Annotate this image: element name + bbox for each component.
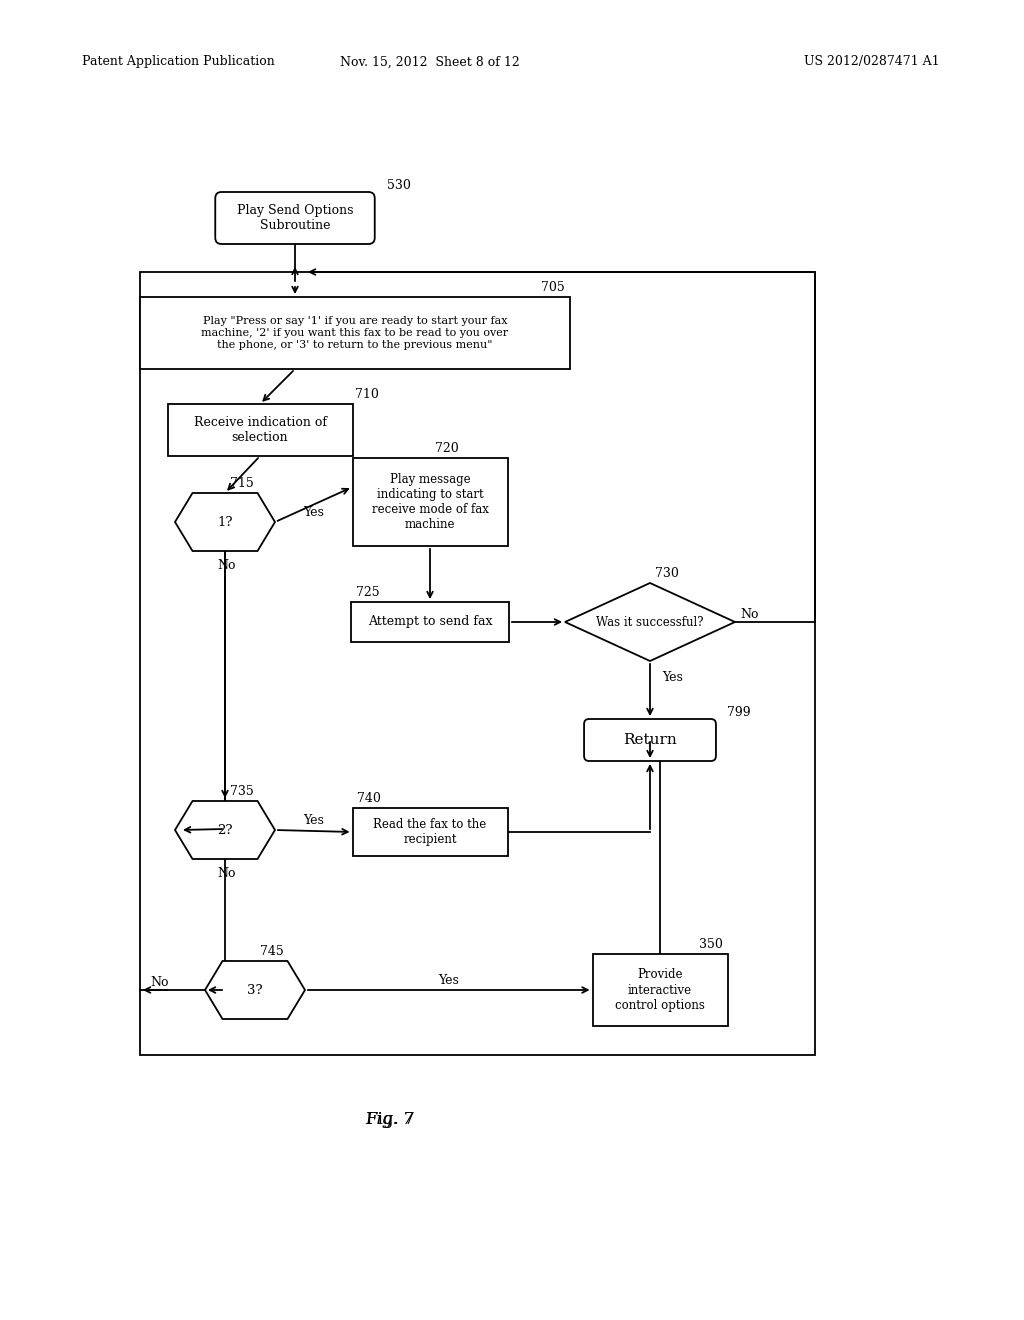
Bar: [168, 404, 352, 455]
Text: 735: 735: [230, 785, 254, 799]
Bar: [593, 954, 727, 1026]
Text: Was it successful?: Was it successful?: [596, 615, 703, 628]
Polygon shape: [565, 583, 735, 661]
Text: 350: 350: [698, 939, 723, 950]
Text: Receive indication of
selection: Receive indication of selection: [194, 416, 327, 444]
Text: 710: 710: [355, 388, 379, 401]
Bar: [140, 272, 815, 1055]
Text: 730: 730: [655, 568, 679, 579]
Text: No: No: [740, 607, 759, 620]
Text: Yes: Yes: [438, 974, 459, 986]
Text: 2?: 2?: [217, 824, 232, 837]
Bar: [352, 808, 508, 855]
Text: Play Send Options
Subroutine: Play Send Options Subroutine: [237, 205, 353, 232]
Text: 720: 720: [435, 442, 459, 455]
Text: 715: 715: [230, 477, 254, 490]
Text: 530: 530: [387, 180, 412, 191]
Polygon shape: [175, 801, 275, 859]
Text: 725: 725: [356, 586, 380, 599]
Text: Read the fax to the
recipient: Read the fax to the recipient: [374, 818, 486, 846]
Bar: [140, 297, 570, 370]
Text: Nov. 15, 2012  Sheet 8 of 12: Nov. 15, 2012 Sheet 8 of 12: [340, 55, 520, 69]
Text: 705: 705: [542, 281, 565, 294]
Text: Play "Press or say '1' if you are ready to start your fax
machine, '2' if you wa: Play "Press or say '1' if you are ready …: [202, 317, 509, 350]
Bar: [351, 602, 509, 642]
Text: 745: 745: [260, 945, 284, 958]
Text: 740: 740: [357, 792, 381, 805]
Text: 1?: 1?: [217, 516, 232, 528]
Polygon shape: [175, 492, 275, 550]
Bar: [352, 458, 508, 546]
Text: US 2012/0287471 A1: US 2012/0287471 A1: [805, 55, 940, 69]
Polygon shape: [205, 961, 305, 1019]
Text: Play message
indicating to start
receive mode of fax
machine: Play message indicating to start receive…: [372, 473, 488, 531]
Text: Fig. 7: Fig. 7: [366, 1111, 415, 1129]
Text: Attempt to send fax: Attempt to send fax: [368, 615, 493, 628]
Text: No: No: [151, 975, 169, 989]
Text: Yes: Yes: [303, 813, 325, 826]
Text: Fig. 7: Fig. 7: [366, 1111, 415, 1129]
Text: 799: 799: [727, 706, 752, 719]
Text: 3?: 3?: [247, 983, 263, 997]
FancyBboxPatch shape: [215, 191, 375, 244]
Text: Provide
interactive
control options: Provide interactive control options: [615, 969, 705, 1011]
Text: Yes: Yes: [303, 506, 325, 519]
Text: Yes: Yes: [662, 671, 683, 684]
Text: Return: Return: [624, 733, 677, 747]
Text: Patent Application Publication: Patent Application Publication: [82, 55, 274, 69]
Text: No: No: [217, 867, 236, 880]
FancyBboxPatch shape: [584, 719, 716, 762]
Text: No: No: [217, 558, 236, 572]
